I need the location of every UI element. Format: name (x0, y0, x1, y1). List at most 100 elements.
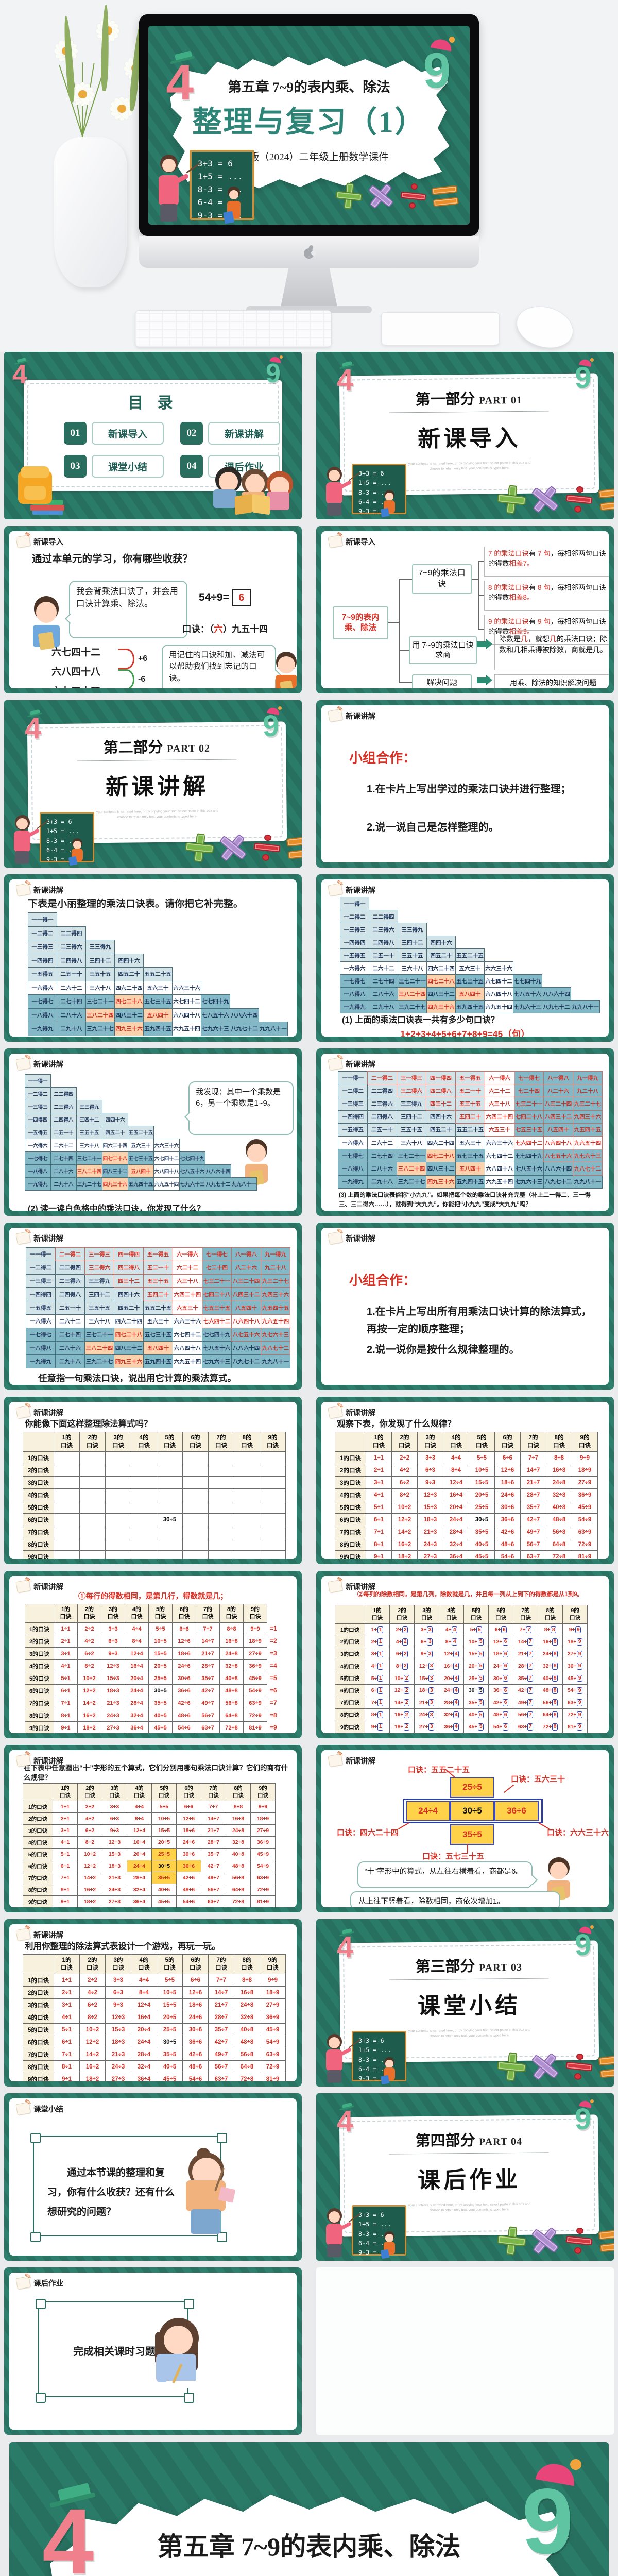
chain-delta-up: +6 (138, 654, 148, 663)
slide-header-label: 新课讲解 (33, 1409, 63, 1417)
division-cell: 63÷7 (513, 1720, 538, 1733)
cover-part-en: PART 03 (478, 1961, 523, 1974)
teamwork-title: 小组合作： (349, 750, 417, 766)
kuku-cell: 八三二十四 (543, 1097, 573, 1111)
slide-inner: ✎ 新课讲解 在下表中任意圈出“十”字形的五个算式，它们分别用哪句乘法口诀计算？它们… (9, 1750, 297, 1907)
divisor-boxed: 1 (377, 1663, 384, 1670)
kuku-cell: 一七得七 (340, 974, 369, 988)
cover-title: 新课导入 (417, 425, 521, 452)
pencil-glyph: ✎ (336, 879, 345, 889)
header-line: 3的 (113, 1435, 123, 1442)
text-segment: ，就想 (528, 635, 550, 643)
division-cell: 18÷6 (182, 1998, 209, 2011)
division-cell: 18÷6 (494, 1476, 521, 1489)
slide-inner: ✎ 新课讲解 口诀：五五二十五 口诀：五六三十 25÷5 24÷4 30÷5 36÷6 口诀：四… (321, 1750, 609, 1907)
toc-paper: 目 录 01 新课导入 02 新课讲解 03 课堂小结 04 课后作业 (24, 380, 282, 491)
kuku-cell: 六二十二 (485, 1084, 514, 1098)
division-cell: 18÷9 (562, 1635, 588, 1649)
kuku-cell: 一四得四 (26, 1287, 56, 1301)
kuku-cell: 八八六十四 (543, 1162, 573, 1176)
kuku-cell: 七七四十九 (513, 974, 542, 988)
kuku-cell: 一五得五 (340, 948, 369, 962)
kuku-cell: 六八四十八 (172, 1008, 201, 1022)
content-slide: ✎ 新课讲解 在下表中任意圈出“十”字形的五个算式，它们分别用哪句乘法口诀计算？它们… (4, 1745, 302, 1912)
divisor-boxed: 1 (377, 1723, 384, 1731)
kuku-cell: 五三十五 (143, 1274, 173, 1288)
kuku-cell: 五二一十 (143, 1261, 173, 1275)
kuku-cell: 四六二十四 (114, 980, 144, 995)
division-cell: 49÷7 (201, 1872, 226, 1884)
division-cell: 49÷7 (513, 1696, 538, 1709)
kuku-cell: 二八十六 (57, 1008, 86, 1022)
division-col-header: 2的 口诀 (389, 1605, 415, 1624)
division-cell (260, 1526, 286, 1538)
division-row-header: 3的口诀 (23, 1998, 54, 2011)
content-slide: ✎ 新课讲解 你能像下面这样整理除法算式吗？ 1的 口诀 2的 口诀 3的 口诀 4的 口诀 5的 口诀… (4, 1397, 302, 1564)
equation-prefix: 54÷9= (199, 591, 229, 603)
division-cell: 48÷8 (234, 2036, 260, 2048)
kuku-cell: 四二得八 (114, 1261, 144, 1275)
kuku-cell: 三六十八 (76, 1139, 102, 1152)
division-cell: 72÷8 (226, 1895, 251, 1907)
kuku-cell: 六九五十四 (172, 1022, 201, 1036)
math-symbol-times (528, 2224, 562, 2258)
dividend-part: 6÷ (396, 1651, 402, 1657)
division-cell: 12÷4 (131, 1998, 157, 2011)
kuku-cell: 二四得八 (367, 1110, 397, 1124)
kuku-cell: 五八四十 (455, 1162, 485, 1176)
division-cell: 54÷9 (250, 1860, 276, 1872)
division-col-header: 5的 口诀 (464, 1605, 489, 1624)
division-cell: 30÷6 (182, 2023, 209, 2036)
dividend-part: 2÷ (396, 1626, 402, 1633)
divisor-boxed: 7 (526, 1626, 532, 1634)
mindmap-branch: 用 7~9的乘法口诀求商 (409, 636, 477, 664)
kuku-cell: 一七得七 (26, 1328, 56, 1342)
division-cell: 8÷4 (131, 1986, 157, 1999)
division-cell (157, 1501, 183, 1514)
division-cell: 18÷9 (572, 1464, 598, 1477)
dividend-part: 5÷ (470, 1626, 476, 1633)
header-line: 8的 (242, 1957, 252, 1964)
division-cell: 18÷3 (417, 1513, 443, 1526)
kuku-cell: 一八得八 (28, 1008, 57, 1022)
division-cell: 30÷5 (157, 2036, 183, 2048)
header-line: 口诀 (159, 1792, 169, 1799)
keyboard (135, 310, 332, 347)
division-cell: 8÷1 (365, 1708, 390, 1721)
division-cell: 54÷9 (243, 1684, 267, 1697)
kuku-cell: 八七五十六 (231, 1328, 261, 1342)
division-cell: 9÷9 (562, 1623, 588, 1636)
division-cell (54, 1464, 80, 1477)
division-cell: 18÷2 (389, 1720, 415, 1733)
division-cell: 40÷8 (219, 1672, 244, 1685)
division-cell: 42÷7 (513, 1684, 538, 1697)
math-symbol-times (528, 2050, 562, 2083)
dividend-part: 72÷ (567, 1711, 577, 1718)
kuku-cell: 一四得四 (338, 1110, 368, 1124)
dividend-part: 20÷ (468, 1663, 478, 1670)
kuku-cell: 七三二十一 (202, 1274, 232, 1288)
division-cell: 24÷8 (538, 1648, 563, 1660)
division-cell: 4÷1 (54, 2011, 80, 2024)
division-cell: 15÷5 (148, 1647, 173, 1660)
kuku-cell: 八九七十二 (230, 1022, 259, 1036)
division-cell: 9÷3 (414, 1648, 439, 1660)
division-col-header: 4的 口诀 (125, 1604, 149, 1623)
division-cell (260, 1476, 286, 1489)
frame-corner (184, 2393, 194, 2403)
kuku-cell: 一二得二 (340, 910, 369, 923)
kuku-cell: 六七四十二 (484, 974, 513, 988)
kuku-cell: 四七二十八 (102, 1151, 128, 1165)
division-cell: 48÷6 (182, 2060, 209, 2073)
division-cell: 56÷8 (226, 1872, 251, 1884)
division-cell: 14÷2 (77, 1697, 101, 1709)
dividend-part: 7÷ (519, 1626, 526, 1633)
decor-number-9: 9 (575, 2099, 594, 2134)
division-cell (208, 1464, 234, 1477)
chapter-text: 第五章 7~9的表内乘、除法 (228, 79, 390, 95)
division-cell: 24÷3 (101, 1709, 125, 1722)
division-row-header: 8的口诀 (335, 1538, 366, 1551)
kuku-cell: 二四得八 (50, 1113, 77, 1126)
dividend-part: 35÷ (468, 1699, 478, 1706)
division-cell: 28÷4 (443, 1526, 469, 1538)
